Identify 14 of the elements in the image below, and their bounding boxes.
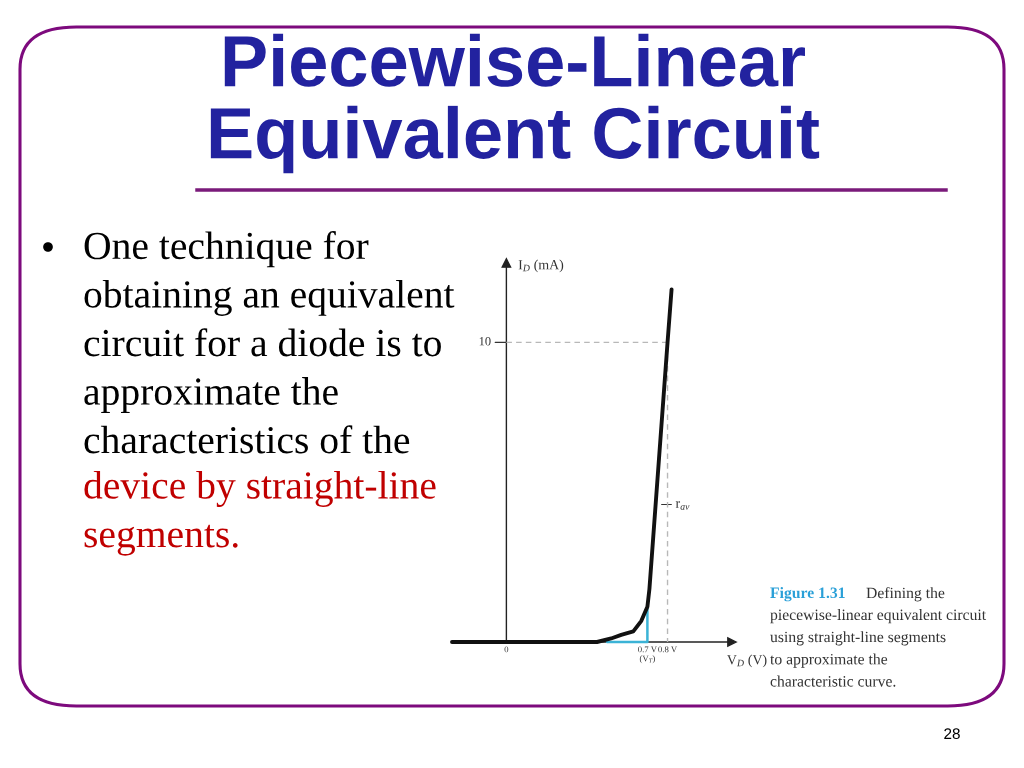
text: 28 bbox=[944, 728, 960, 740]
x-tick-label: 0.8 V bbox=[658, 646, 678, 653]
annotation: r$_{av}$ bbox=[675, 501, 690, 510]
y-axis-title: I$_{D}$ (mA) bbox=[518, 259, 564, 273]
text: Defining the bbox=[866, 587, 945, 602]
text: device by straight-line segments. bbox=[84, 471, 436, 556]
caption: Figure 1.31 bbox=[770, 587, 845, 602]
text: piecewise-linear equivalent circuit using straight-line segments to approximate the characteristic curve. bbox=[770, 609, 987, 687]
x-axis-title: V$_{D}$ (V) bbox=[727, 654, 767, 668]
x-tick-label: 0.7 V (V$_{T}$) bbox=[638, 646, 657, 664]
annotation: 10 bbox=[479, 337, 491, 346]
x-tick-label: 0 bbox=[504, 646, 509, 653]
chart-title: Piecewise-Linear Equivalent Circuit bbox=[210, 33, 820, 174]
annotation: One technique for obtaining an equivalent circuit for a diode is to approximate the characteristics of the bbox=[84, 231, 455, 454]
